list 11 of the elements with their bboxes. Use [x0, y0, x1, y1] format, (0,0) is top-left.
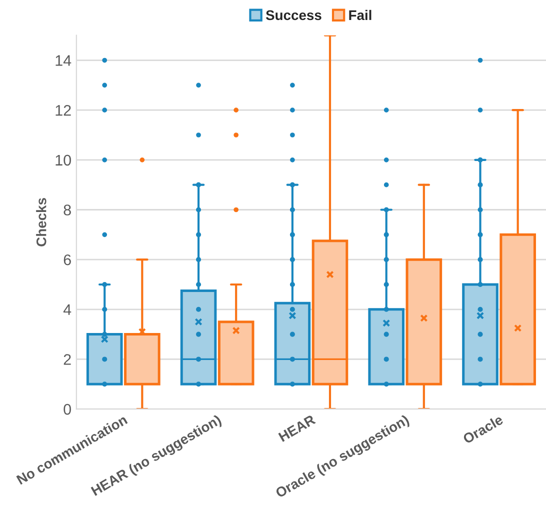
y-axis-title: Checks [36, 198, 46, 246]
y-tick-label: 0 [64, 404, 71, 415]
legend-label: Fail [349, 10, 372, 20]
y-tick-label: 14 [56, 55, 72, 66]
y-tick-label: 2 [64, 354, 71, 365]
y-tick-label: 12 [56, 104, 71, 116]
y-tick-label: 10 [56, 154, 71, 166]
y-tick-label: 8 [64, 204, 71, 216]
legend-label: Success [266, 10, 322, 20]
y-tick-label: 4 [63, 304, 72, 315]
y-tick-label: 6 [64, 254, 71, 266]
